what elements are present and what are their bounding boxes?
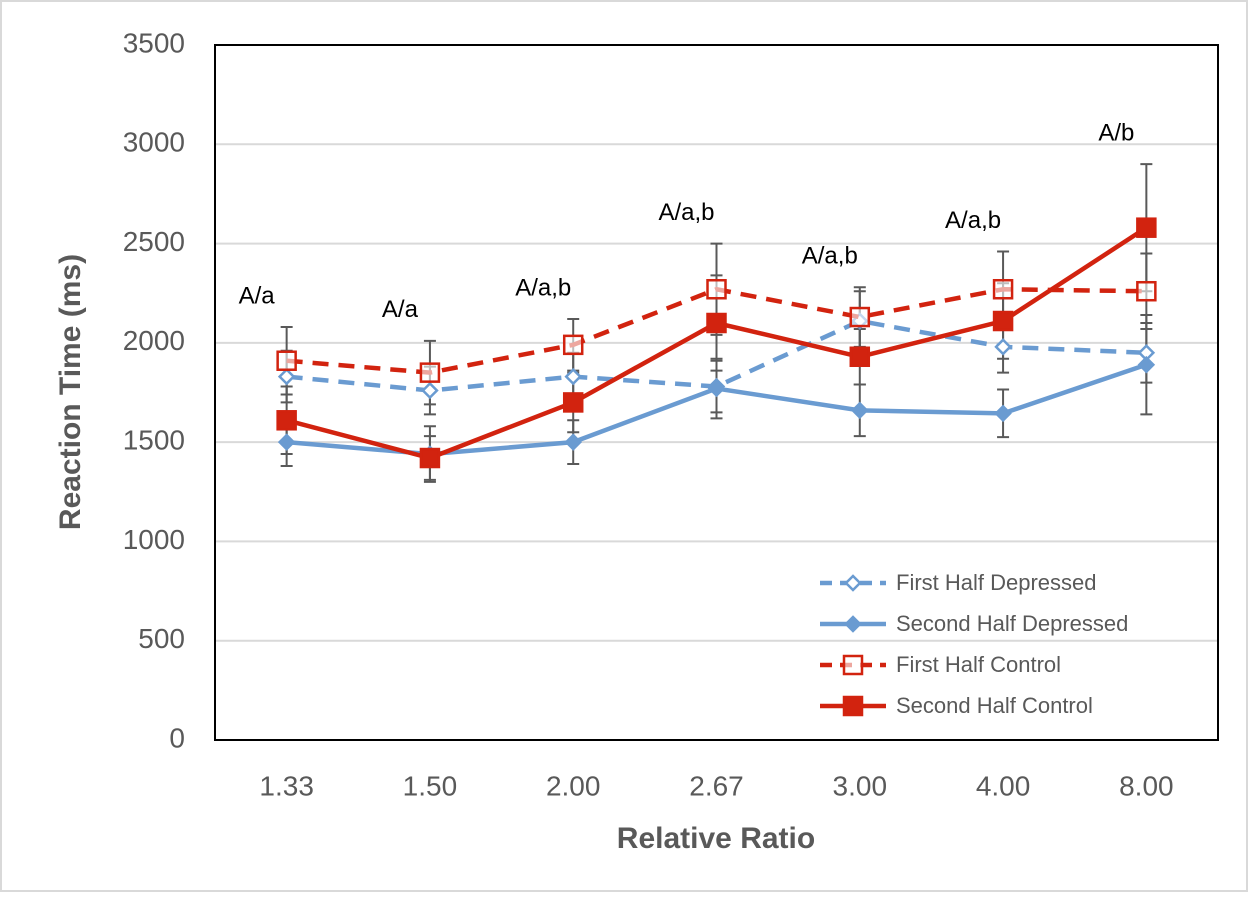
y-tick-label: 500	[138, 623, 185, 654]
data-point	[277, 367, 296, 386]
data-point	[1137, 355, 1156, 374]
legend-label: Second Half Control	[896, 693, 1093, 718]
data-point	[994, 404, 1012, 423]
y-axis-title: Reaction Time (ms)	[54, 254, 87, 530]
data-point	[276, 410, 297, 431]
x-tick-label: 1.33	[259, 770, 314, 801]
legend-label: First Half Control	[896, 652, 1061, 677]
legend-label: Second Half Depressed	[896, 611, 1128, 636]
legend-marker	[842, 654, 864, 676]
data-point	[419, 447, 441, 469]
data-point	[851, 401, 869, 420]
y-tick-label: 1500	[123, 425, 185, 456]
data-point	[707, 379, 726, 398]
data-point	[706, 278, 727, 300]
data-point	[849, 306, 871, 328]
annotation: A/a	[239, 282, 276, 309]
data-point	[562, 334, 584, 356]
annotation: A/a,b	[802, 243, 858, 270]
legend-label: First Half Depressed	[896, 570, 1097, 595]
data-point	[419, 362, 441, 383]
x-tick-label: 8.00	[1119, 770, 1174, 801]
data-point	[421, 381, 439, 400]
y-tick-label: 3500	[123, 27, 185, 58]
data-point	[992, 310, 1014, 332]
data-point	[276, 350, 297, 371]
data-point	[277, 433, 296, 451]
data-point	[849, 346, 871, 368]
annotation: A/b	[1098, 119, 1134, 146]
data-point	[1136, 217, 1157, 238]
x-tick-label: 2.00	[546, 770, 601, 801]
y-tick-label: 2000	[123, 325, 185, 356]
x-axis-title: Relative Ratio	[617, 822, 815, 855]
data-point	[992, 278, 1014, 300]
y-tick-label: 1000	[123, 524, 185, 555]
y-tick-label: 3000	[123, 127, 185, 158]
y-tick-label: 2500	[123, 226, 185, 257]
legend-marker	[844, 574, 862, 592]
legend-marker	[844, 615, 862, 633]
x-tick-label: 2.67	[689, 770, 744, 801]
data-point	[562, 392, 584, 413]
annotation: A/a	[382, 296, 419, 323]
annotation: A/a,b	[945, 207, 1001, 234]
data-point	[706, 312, 727, 334]
x-tick-label: 3.00	[833, 770, 888, 801]
data-point	[994, 338, 1012, 356]
plot-border	[214, 44, 1219, 741]
legend-marker	[842, 695, 864, 717]
x-tick-label: 1.50	[403, 770, 458, 801]
data-point	[1136, 280, 1157, 302]
data-point	[564, 433, 582, 451]
data-point	[564, 367, 582, 386]
annotation: A/a,b	[658, 199, 714, 226]
x-tick-label: 4.00	[976, 770, 1031, 801]
annotation: A/a,b	[515, 274, 571, 301]
y-tick-label: 0	[169, 722, 185, 753]
